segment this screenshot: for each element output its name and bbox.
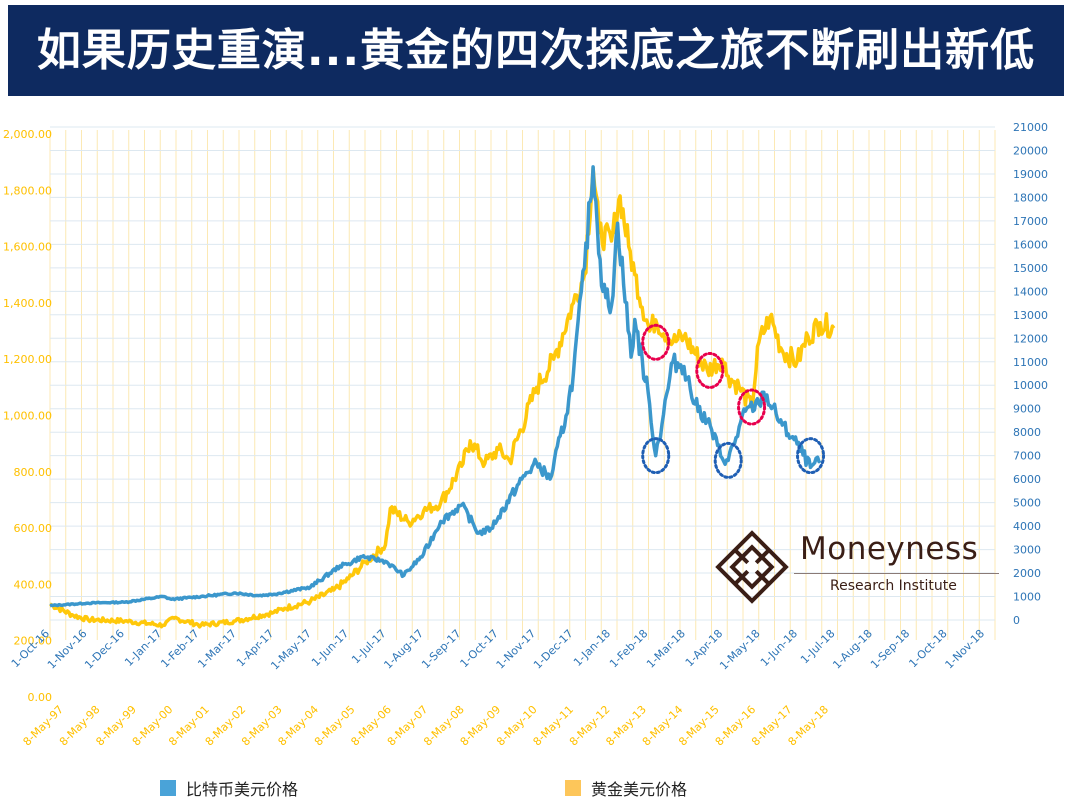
top-x-tick-label: 1-Sep-17 [419, 627, 463, 671]
top-x-tick-label: 1-Dec-16 [82, 627, 127, 672]
legend-swatch-bitcoin [160, 780, 176, 796]
logo-name: Moneyness [800, 531, 979, 567]
legend-item-gold: 黄金美元价格 [565, 778, 688, 799]
top-x-tick-label: 1-May-18 [717, 627, 763, 673]
right-axis-tick-label: 7000 [1013, 450, 1041, 463]
annotation-ellipse-blue [641, 437, 671, 475]
right-axis-tick-label: 3000 [1013, 544, 1041, 557]
top-x-tick-label: 1-Aug-17 [381, 627, 426, 672]
left-axis-tick-label: 2,000.00 [3, 128, 52, 141]
right-axis-tick-label: 6000 [1013, 473, 1041, 486]
series-line-bitcoin [49, 165, 822, 608]
annotation-ellipse-blue [796, 437, 826, 475]
left-axis-tick-label: 0.00 [28, 691, 53, 704]
right-axis-tick-label: 9000 [1013, 403, 1041, 416]
right-axis-tick-label: 20000 [1013, 144, 1048, 157]
left-axis-tick-label: 600.00 [14, 522, 53, 535]
annotation-ellipse-red [737, 388, 767, 426]
right-axis-tick-label: 0 [1013, 614, 1020, 627]
grid [49, 126, 996, 640]
top-x-tick-label: 1-Mar-17 [195, 627, 239, 671]
left-axis-tick-label: 1,200.00 [3, 353, 52, 366]
top-x-tick-label: 1-Aug-18 [830, 627, 875, 672]
top-x-tick-label: 1-Nov-17 [494, 627, 539, 672]
right-axis: 0 1000 2000 3000 4000 5000 6000 7000 8000 9000 100… [1013, 121, 1048, 627]
annotation-ellipse-red [695, 351, 725, 389]
legend-item-bitcoin: 比特币美元价格 [160, 778, 299, 799]
right-axis-tick-label: 10000 [1013, 379, 1048, 392]
annotation-ellipse-red [641, 323, 671, 361]
legend-label-gold: 黄金美元价格 [591, 780, 688, 799]
right-axis-tick-label: 2000 [1013, 567, 1041, 580]
left-axis-tick-label: 1,600.00 [3, 241, 52, 254]
right-axis-tick-label: 19000 [1013, 168, 1048, 181]
right-axis-tick-label: 11000 [1013, 356, 1048, 369]
right-axis-tick-label: 18000 [1013, 191, 1048, 204]
top-x-tick-label: 1-Mar-18 [644, 627, 688, 671]
right-axis-tick-label: 8000 [1013, 426, 1041, 439]
top-x-tick-label: 1-Sep-18 [868, 627, 912, 671]
title-banner: 如果历史重演...黄金的四次探底之旅不断刷出新低 [8, 5, 1064, 96]
logo-subtitle: Research Institute [830, 578, 957, 594]
right-axis-tick-label: 13000 [1013, 309, 1048, 322]
right-axis-tick-label: 5000 [1013, 497, 1041, 510]
bottom-x-axis: 8-May-978-May-988-May-998-May-008-May-01… [21, 703, 832, 749]
right-axis-tick-label: 12000 [1013, 332, 1048, 345]
left-axis: 0.00 200.00 400.00 600.00 800.00 1,000.00 1,20… [3, 128, 52, 704]
right-axis-tick-label: 1000 [1013, 591, 1041, 604]
chart-title: 如果历史重演...黄金的四次探底之旅不断刷出新低 [36, 25, 1036, 76]
moneyness-logo: Moneyness Research Institute [712, 527, 1002, 607]
bottom-x-tick-label: 8-May-18 [786, 703, 832, 749]
left-axis-tick-label: 400.00 [14, 578, 53, 591]
left-axis-tick-label: 1,800.00 [3, 184, 52, 197]
top-x-tick-label: 1-Jun-17 [309, 627, 351, 669]
right-axis-tick-label: 4000 [1013, 520, 1041, 533]
left-axis-tick-label: 1,000.00 [3, 410, 52, 423]
series-lines [49, 165, 836, 629]
right-axis-tick-label: 16000 [1013, 238, 1048, 251]
top-x-tick-label: 1-Nov-18 [942, 627, 987, 672]
right-axis-tick-label: 15000 [1013, 262, 1048, 275]
right-axis-tick-label: 14000 [1013, 285, 1048, 298]
top-x-tick-label: 1-Jan-18 [571, 627, 613, 669]
left-axis-tick-label: 1,400.00 [3, 297, 52, 310]
top-x-tick-label: 1-Feb-17 [158, 627, 201, 670]
top-x-tick-label: 1-May-17 [268, 627, 314, 673]
series-line-gold [49, 166, 836, 629]
right-axis-tick-label: 17000 [1013, 215, 1048, 228]
left-axis-tick-label: 200.00 [14, 635, 53, 648]
top-x-tick-label: 1-Jun-18 [758, 627, 800, 669]
top-x-tick-label: 1-Nov-16 [45, 627, 90, 672]
top-x-axis: 1-Oct-161-Nov-161-Dec-161-Jan-171-Feb-17… [9, 627, 987, 673]
top-x-tick-label: 1-Dec-17 [531, 627, 576, 672]
right-axis-tick-label: 21000 [1013, 121, 1048, 134]
legend-label-bitcoin: 比特币美元价格 [186, 780, 299, 799]
annotations [641, 323, 826, 479]
logo-divider [794, 573, 999, 574]
annotation-ellipse-blue [713, 441, 743, 479]
legend-swatch-gold [565, 780, 581, 796]
top-x-tick-label: 1-Feb-18 [607, 627, 650, 670]
logo-mark-icon [715, 530, 789, 604]
left-axis-tick-label: 800.00 [14, 466, 53, 479]
